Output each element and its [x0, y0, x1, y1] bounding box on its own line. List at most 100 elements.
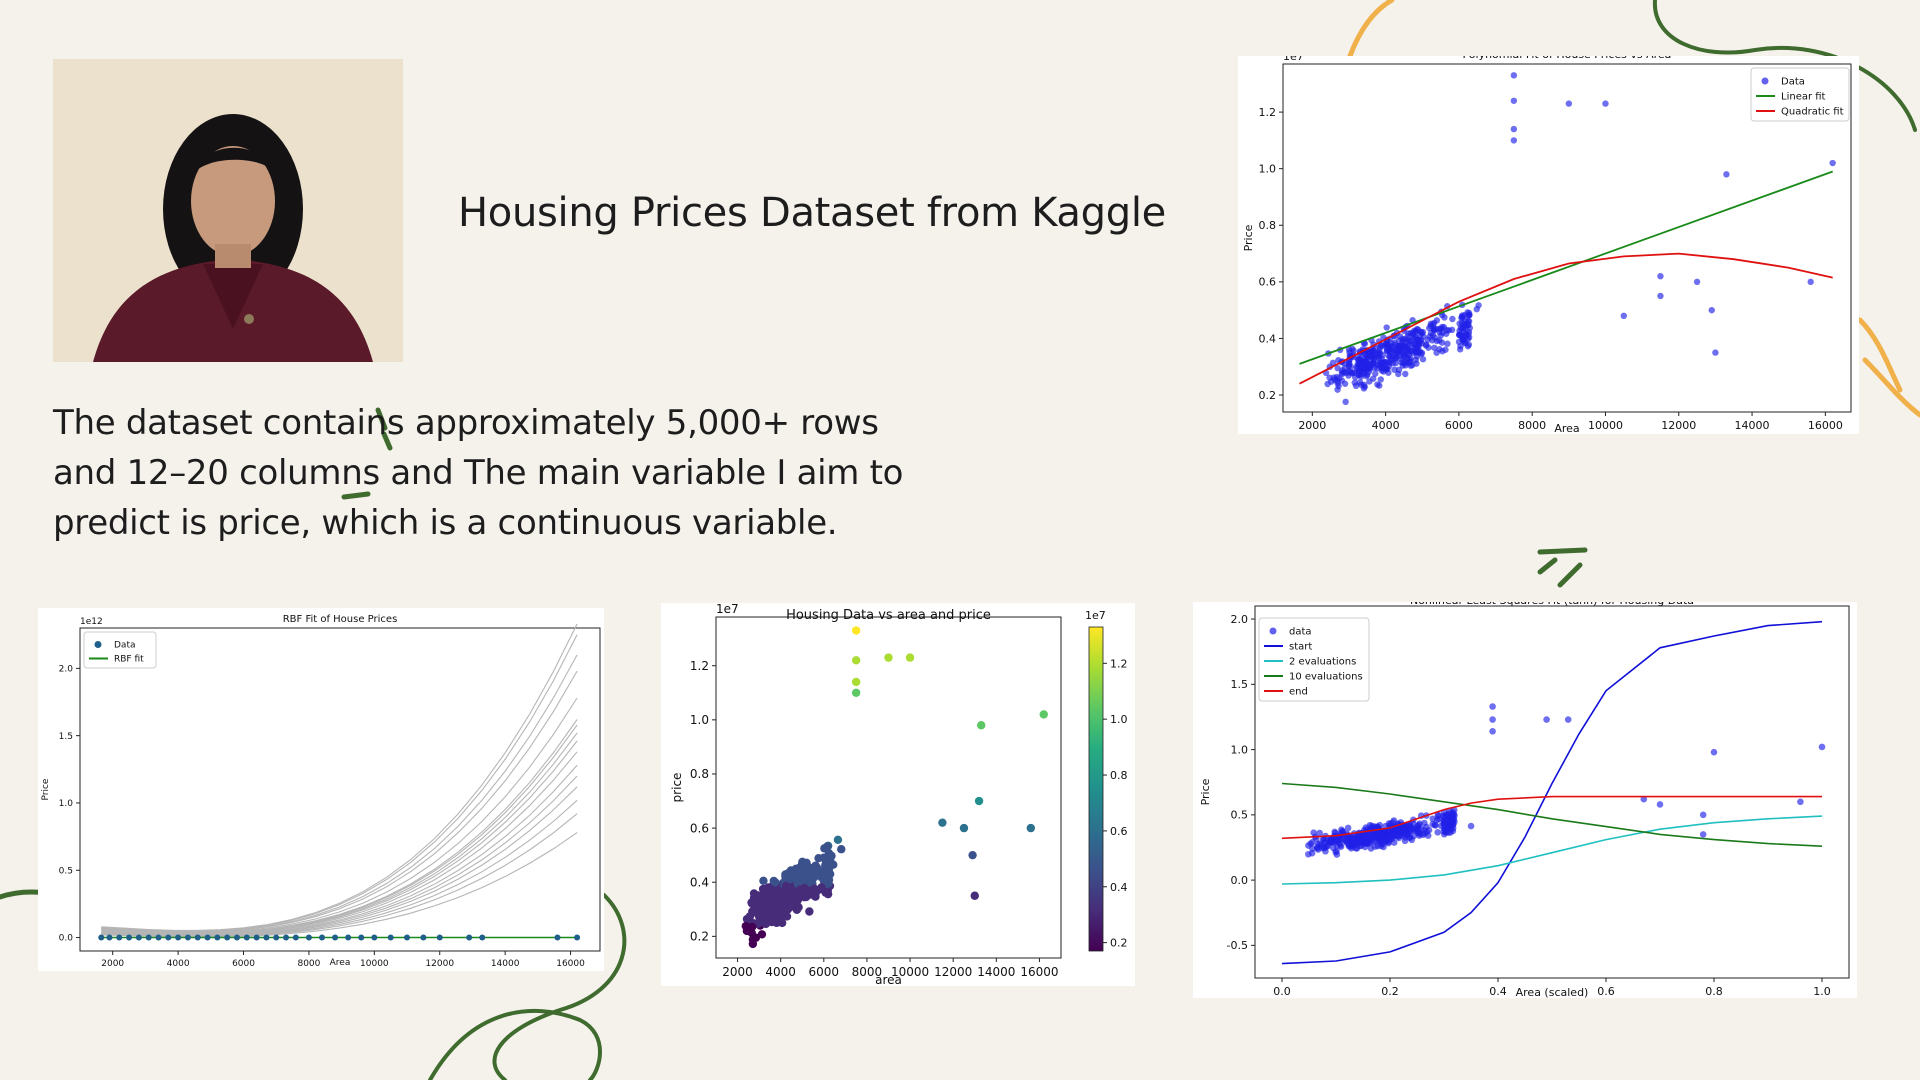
data-point: [1367, 353, 1375, 361]
data-point: [420, 934, 427, 941]
data-point: [802, 858, 811, 868]
data-point: [1449, 315, 1456, 323]
data-point: [1699, 811, 1707, 819]
data-point: [1440, 324, 1448, 331]
y-tick-label: 1.0: [690, 713, 709, 727]
x-tick-label: 14000: [1735, 419, 1770, 432]
y-tick-label: 0.2: [690, 930, 709, 944]
data-point: [574, 934, 581, 941]
data-point: [98, 934, 105, 941]
data-point: [155, 934, 162, 941]
data-point: [1424, 832, 1432, 839]
y-axis-label: price: [670, 773, 684, 803]
data-point: [1407, 362, 1414, 369]
data-point: [1467, 822, 1475, 830]
data-point: [1436, 337, 1443, 344]
data-point: [1336, 374, 1343, 382]
data-point: [758, 899, 768, 908]
x-tick-label: 16000: [1020, 965, 1058, 979]
colorbar: [1088, 626, 1104, 952]
x-tick-label: 0.2: [1381, 985, 1399, 998]
data-point: [263, 934, 270, 941]
data-point: [974, 796, 984, 806]
x-tick-label: 4000: [765, 965, 796, 979]
y-tick-label: 2.0: [59, 665, 74, 675]
data-point: [224, 934, 231, 941]
data-point: [823, 842, 832, 851]
data-point: [1394, 833, 1402, 840]
data-point: [1708, 306, 1715, 314]
y-axis-label: Price: [1199, 778, 1212, 805]
data-point: [749, 893, 759, 902]
y-tick-label: 1.5: [1231, 678, 1249, 691]
data-point: [106, 934, 113, 941]
presenter-photo: [53, 59, 403, 362]
data-point: [1314, 840, 1322, 848]
colorbar-tick-label: 1.2: [1110, 657, 1128, 670]
plot-frame: [1282, 63, 1852, 413]
y-tick-label: 1.2: [690, 659, 709, 673]
data-point: [938, 818, 947, 827]
x-axis-label: Area: [330, 958, 351, 968]
rbf-sample-curve: [101, 775, 578, 936]
y-tick-label: 1.0: [59, 799, 74, 809]
data-point: [1429, 815, 1437, 823]
data-point: [1723, 171, 1730, 178]
rbf-sample-curve: [101, 634, 578, 932]
x-axis-label: Area: [1554, 422, 1579, 434]
fit-line: [1281, 620, 1823, 965]
fit-line: [1281, 815, 1823, 885]
data-point: [1489, 716, 1496, 723]
data-point: [1434, 829, 1442, 836]
data-point: [1391, 366, 1398, 373]
data-point: [283, 934, 290, 941]
data-point: [1433, 325, 1440, 333]
x-tick-label: 8000: [297, 959, 320, 969]
data-point: [1369, 375, 1377, 382]
data-point: [851, 626, 861, 635]
data-point: [1602, 100, 1609, 107]
nls-svg: 0.0 0.2 0.4 0.6 0.8 1.0 -0.5 0.0 0.5 1.0 1.5 2.0 1e7…: [1199, 602, 1850, 998]
rbf-fit-chart: 2000 4000 6000 8000 10000 12000 14000 16000 0.0 0…: [38, 608, 604, 971]
data-point: [1039, 710, 1048, 719]
data-point: [1344, 824, 1352, 832]
x-tick-label: 6000: [1445, 419, 1473, 432]
x-tick-label: 10000: [360, 959, 389, 969]
data-point: [1403, 346, 1410, 354]
data-point: [371, 934, 378, 941]
data-point: [243, 934, 250, 941]
rbf-sample-curve: [101, 670, 578, 933]
fit-line: [1299, 170, 1834, 365]
data-point: [1435, 812, 1442, 820]
legend-label: 2 evaluations: [1289, 657, 1356, 668]
legend-label: start: [1289, 642, 1312, 653]
data-point: [817, 883, 826, 892]
y-tick-label: 0.4: [690, 875, 709, 889]
y-tick-label: 2.0: [1231, 613, 1249, 626]
data-point: [1419, 831, 1427, 838]
data-point: [1429, 821, 1437, 828]
x-tick-label: 2000: [101, 959, 124, 969]
data-point: [358, 934, 365, 941]
x-tick-label: 6000: [809, 965, 840, 979]
data-point: [1376, 382, 1383, 389]
data-point: [804, 870, 813, 879]
data-point: [1390, 817, 1398, 824]
colorbar-tick-label: 0.6: [1110, 825, 1128, 838]
data-point: [814, 853, 823, 863]
data-point: [851, 656, 861, 665]
data-point: [1402, 370, 1409, 378]
chart-title: Nonlinear Least Squares Fit (tanh) for H…: [1410, 602, 1694, 607]
data-point: [905, 653, 915, 662]
x-tick-label: 10000: [1588, 419, 1623, 432]
data-point: [479, 934, 486, 941]
polynomial-fit-svg: 2000 4000 6000 8000 10000 12000 14000 16000 0.2 0…: [1242, 56, 1852, 434]
data-point: [145, 934, 152, 941]
data-point: [1818, 743, 1826, 751]
data-point: [1385, 836, 1392, 843]
x-tick-label: 8000: [852, 965, 883, 979]
data-point: [812, 863, 822, 872]
data-point: [970, 891, 979, 900]
data-point: [1387, 346, 1394, 354]
data-point: [1442, 346, 1449, 353]
